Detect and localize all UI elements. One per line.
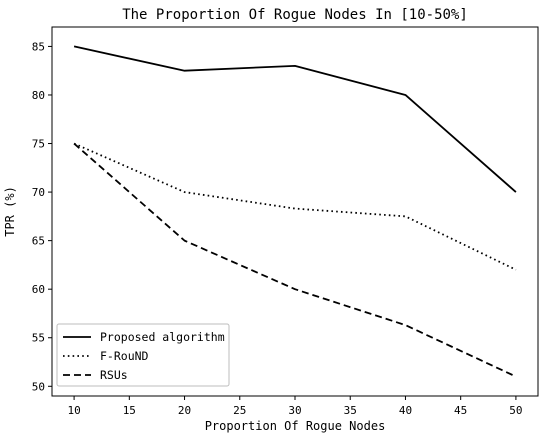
series-line-rsus <box>73 142 517 378</box>
legend: Proposed algorithm F-RouND RSUs <box>56 323 230 387</box>
legend-label: F-RouND <box>100 349 149 363</box>
x-tick-label: 25 <box>233 404 246 417</box>
legend-label: Proposed algorithm <box>100 330 225 344</box>
x-tick-label: 35 <box>344 404 357 417</box>
y-tick-label: 60 <box>32 283 45 296</box>
y-tick-label: 55 <box>32 332 45 345</box>
legend-box <box>56 323 230 387</box>
x-tick-label: 20 <box>178 404 191 417</box>
axis-ticks: 10 15 20 25 30 35 40 45 50 50 55 60 65 70 75 80 85 <box>32 40 523 417</box>
y-tick-label: 85 <box>32 40 45 53</box>
y-tick-label: 70 <box>32 186 45 199</box>
series-line-proposed-algorithm <box>73 45 517 193</box>
x-tick-label: 50 <box>509 404 522 417</box>
series-lines <box>73 45 517 378</box>
x-tick-label: 45 <box>454 404 467 417</box>
chart-title: The Proportion Of Rogue Nodes In [10-50%… <box>122 7 468 23</box>
x-tick-label: 40 <box>399 404 412 417</box>
series-line-f-round <box>73 142 517 271</box>
y-axis-label: TPR (%) <box>3 186 17 237</box>
x-tick-label: 30 <box>288 404 301 417</box>
y-tick-label: 65 <box>32 235 45 248</box>
y-tick-label: 80 <box>32 89 45 102</box>
y-tick-label: 75 <box>32 138 45 151</box>
y-tick-label: 50 <box>32 380 45 393</box>
x-axis-label: Proportion Of Rogue Nodes <box>205 419 386 433</box>
x-tick-label: 10 <box>67 404 80 417</box>
x-tick-label: 15 <box>123 404 136 417</box>
legend-label: RSUs <box>100 368 128 382</box>
